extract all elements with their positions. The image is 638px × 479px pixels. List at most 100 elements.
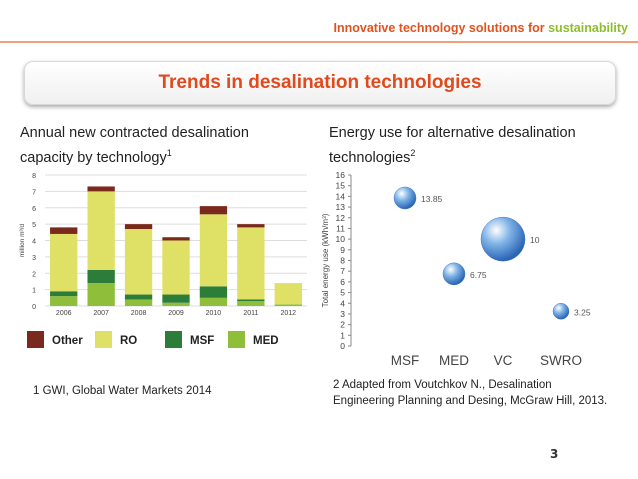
bar-x-tick-label: 2012 [280, 310, 296, 317]
bubble-y-tick-label: 10 [336, 234, 346, 244]
bar-segment-other [124, 224, 153, 230]
bubble-y-tick-label: 8 [340, 256, 345, 266]
bubble-y-tick-label: 3 [340, 309, 345, 319]
legend-swatch-other [27, 331, 44, 348]
bar-segment-other [87, 186, 115, 192]
bar-segment-msf [162, 294, 190, 303]
bar-segment-other [237, 224, 265, 228]
bubble-value-label: 10 [530, 235, 540, 245]
header-tagline-accent: sustainability [548, 21, 628, 35]
title-box: Trends in desalination technologies [24, 61, 616, 105]
header-rule [0, 41, 638, 43]
bar-y-tick-label: 7 [32, 189, 36, 196]
bubble-x-tick-label: VC [494, 353, 513, 368]
bubble-y-tick-label: 2 [340, 320, 345, 330]
slide-title: Trends in desalination technologies [158, 72, 482, 93]
bubble-y-tick-label: 15 [336, 181, 346, 191]
left-caption-line2-wrap: capacity by technology1 [20, 143, 249, 168]
bar-y-tick-label: 0 [32, 304, 36, 311]
bubble-value-label: 13.85 [421, 194, 443, 204]
bar-segment-ro [124, 229, 153, 295]
legend-label-other: Other [52, 335, 83, 347]
bar-segment-med [237, 301, 265, 306]
bar-segment-msf [50, 291, 78, 297]
bubble-y-tick-label: 5 [340, 288, 345, 298]
bubble-y-tick-label: 9 [340, 245, 345, 255]
bubble-y-tick-label: 7 [340, 266, 345, 276]
bar-segment-msf [124, 294, 153, 300]
bar-y-tick-label: 2 [32, 271, 36, 278]
bubble-y-tick-label: 0 [340, 341, 345, 351]
bar-x-tick-label: 2006 [56, 310, 72, 317]
legend-swatch-ro [95, 331, 112, 348]
left-footnote: 1 GWI, Global Water Markets 2014 [33, 385, 212, 397]
bar-segment-med [50, 296, 78, 306]
bar-segment-med [274, 304, 302, 306]
bubble-y-tick-label: 1 [340, 330, 345, 340]
bubble-y-tick-label: 13 [336, 202, 346, 212]
bar-segment-msf [87, 269, 115, 284]
legend-swatch-med [228, 331, 245, 348]
right-caption: Energy use for alternative desalination … [329, 123, 576, 168]
bar-x-tick-label: 2007 [93, 310, 109, 317]
bubble-med [442, 262, 466, 286]
legend-label-ro: RO [120, 335, 137, 347]
legend-label-med: MED [253, 335, 279, 347]
bar-y-tick-label: 3 [32, 255, 36, 262]
bar-chart: 0 1 2 3 4 5 6 7 8 million m³/d 2006 2007 2008 2009 201… [15, 168, 315, 363]
bar-y-tick-label: 8 [32, 173, 36, 180]
bubble-x-tick-label: SWRO [540, 353, 582, 368]
bar-segment-med [87, 283, 115, 306]
bubble-y-tick-label: 11 [336, 223, 345, 233]
bar-segment-ro [274, 283, 302, 305]
bar-segment-other [162, 237, 190, 241]
bubble-x-tick-label: MSF [391, 353, 420, 368]
bar-segment-med [124, 299, 153, 306]
bar-segment-msf [237, 299, 265, 302]
bar-x-tick-label: 2010 [206, 310, 222, 317]
right-caption-line2-wrap: technologies2 [329, 143, 576, 168]
bar-y-tick-label: 4 [32, 239, 36, 246]
legend-label-msf: MSF [190, 335, 214, 347]
bar-x-tick-label: 2009 [168, 310, 184, 317]
bar-segment-ro [199, 214, 228, 287]
left-caption: Annual new contracted desalination capac… [20, 123, 249, 168]
bar-segment-ro [162, 240, 190, 295]
bar-segment-ro [50, 233, 78, 292]
left-caption-sup: 1 [166, 148, 172, 158]
bubble-swro [552, 303, 570, 320]
bubble-y-axis-label: Total energy use (kWh/m³) [321, 213, 330, 307]
left-caption-line1: Annual new contracted desalination [20, 125, 249, 141]
header-tagline-main: Innovative technology solutions for [333, 21, 549, 35]
bubble-y-tick-label: 12 [336, 213, 346, 223]
right-footnote: 2 Adapted from Voutchkov N., Desalinatio… [333, 377, 607, 409]
bar-segment-other [199, 206, 228, 215]
bubble-vc [480, 216, 526, 262]
bubble-y-tick-label: 4 [340, 298, 345, 308]
legend-swatch-msf [165, 331, 182, 348]
bar-segment-ro [87, 191, 115, 270]
right-caption-line2: technologies [329, 149, 411, 166]
bar-x-tick-label: 2011 [243, 310, 258, 317]
bar-x-tick-label: 2008 [131, 310, 147, 317]
right-footnote-line2: Engineering Planning and Desing, McGraw … [333, 395, 608, 407]
left-caption-line2: capacity by technology [20, 149, 167, 166]
bubble-value-label: 6.75 [470, 270, 487, 280]
right-caption-sup: 2 [410, 148, 416, 158]
right-caption-line1: Energy use for alternative desalination [329, 125, 576, 141]
bar-y-axis-label: million m³/d [19, 224, 26, 258]
bubble-msf [393, 186, 417, 210]
bar-segment-msf [199, 286, 228, 298]
bar-segment-ro [237, 227, 265, 300]
bubble-x-tick-label: MED [439, 353, 469, 368]
bubble-value-label: 3.25 [574, 307, 591, 317]
right-footnote-line1: 2 Adapted from Voutchkov N., Desalinatio… [333, 379, 552, 391]
bubble-y-tick-label: 6 [340, 277, 345, 287]
page-number: 3 [550, 447, 559, 461]
header-tagline: Innovative technology solutions for sust… [334, 21, 629, 35]
bar-segment-med [199, 297, 228, 306]
bar-y-tick-label: 6 [32, 206, 36, 213]
bar-y-tick-label: 1 [32, 288, 36, 295]
bar-segment-other [50, 227, 78, 234]
